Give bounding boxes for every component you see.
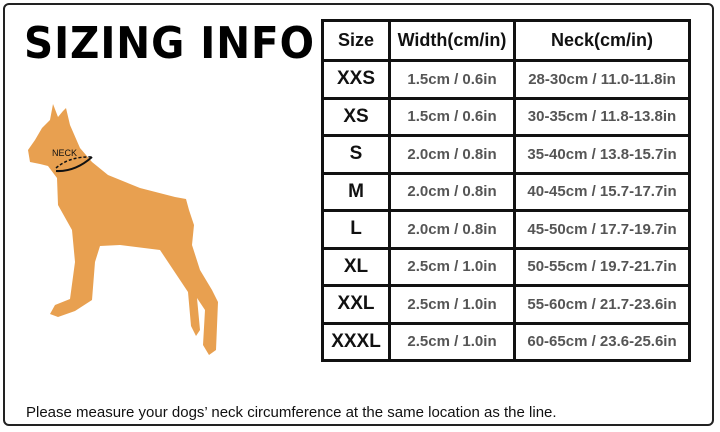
cell-size: XXXL (321, 321, 391, 362)
cell-width: 2.5cm / 1.0in (388, 246, 516, 287)
cell-width: 2.0cm / 0.8in (388, 209, 516, 250)
cell-size: L (321, 209, 391, 250)
dog-silhouette (28, 104, 218, 355)
cell-size: M (321, 171, 391, 212)
cell-width: 2.0cm / 0.8in (388, 171, 516, 212)
neck-line-dashed (55, 156, 93, 169)
cell-neck: 45-50cm / 17.7-19.7in (513, 209, 691, 250)
cell-neck: 30-35cm / 11.8-13.8in (513, 96, 691, 137)
neck-label: NECK (52, 148, 77, 158)
table-row: M 2.0cm / 0.8in 40-45cm / 15.7-17.7in (321, 171, 691, 212)
header-width: Width(cm/in) (388, 19, 516, 62)
cell-neck: 40-45cm / 15.7-17.7in (513, 171, 691, 212)
cell-neck: 50-55cm / 19.7-21.7in (513, 246, 691, 287)
cell-neck: 60-65cm / 23.6-25.6in (513, 321, 691, 362)
cell-neck: 35-40cm / 13.8-15.7in (513, 134, 691, 175)
table-body: XXS 1.5cm / 0.6in 28-30cm / 11.0-11.8in XS 1… (321, 59, 691, 362)
size-table: Size Width(cm/in) Neck(cm/in) XXS 1.5cm /… (321, 19, 691, 362)
cell-width: 2.5cm / 1.0in (388, 284, 516, 325)
cell-size: S (321, 134, 391, 175)
table-row: XXS 1.5cm / 0.6in 28-30cm / 11.0-11.8in (321, 59, 691, 100)
header-neck: Neck(cm/in) (513, 19, 691, 62)
page-title: SIZING INFO (24, 18, 315, 69)
cell-neck: 55-60cm / 21.7-23.6in (513, 284, 691, 325)
table-row: XXXL 2.5cm / 1.0in 60-65cm / 23.6-25.6in (321, 321, 691, 362)
cell-size: XL (321, 246, 391, 287)
table-row: XS 1.5cm / 0.6in 30-35cm / 11.8-13.8in (321, 96, 691, 137)
footer-note: Please measure your dogs’ neck circumfer… (26, 404, 557, 421)
cell-neck: 28-30cm / 11.0-11.8in (513, 59, 691, 100)
cell-width: 1.5cm / 0.6in (388, 59, 516, 100)
header-size: Size (321, 19, 391, 62)
table-header: Size Width(cm/in) Neck(cm/in) (321, 19, 691, 62)
table-row: L 2.0cm / 0.8in 45-50cm / 17.7-19.7in (321, 209, 691, 250)
cell-size: XS (321, 96, 391, 137)
cell-size: XXL (321, 284, 391, 325)
cell-width: 2.5cm / 1.0in (388, 321, 516, 362)
table-row: S 2.0cm / 0.8in 35-40cm / 13.8-15.7in (321, 134, 691, 175)
cell-width: 2.0cm / 0.8in (388, 134, 516, 175)
neck-line (55, 156, 93, 173)
cell-width: 1.5cm / 0.6in (388, 96, 516, 137)
dog-illustration: NECK (28, 104, 218, 355)
table-row: XL 2.5cm / 1.0in 50-55cm / 19.7-21.7in (321, 246, 691, 287)
cell-size: XXS (321, 59, 391, 100)
chart-frame (3, 3, 714, 426)
table-row: XXL 2.5cm / 1.0in 55-60cm / 21.7-23.6in (321, 284, 691, 325)
